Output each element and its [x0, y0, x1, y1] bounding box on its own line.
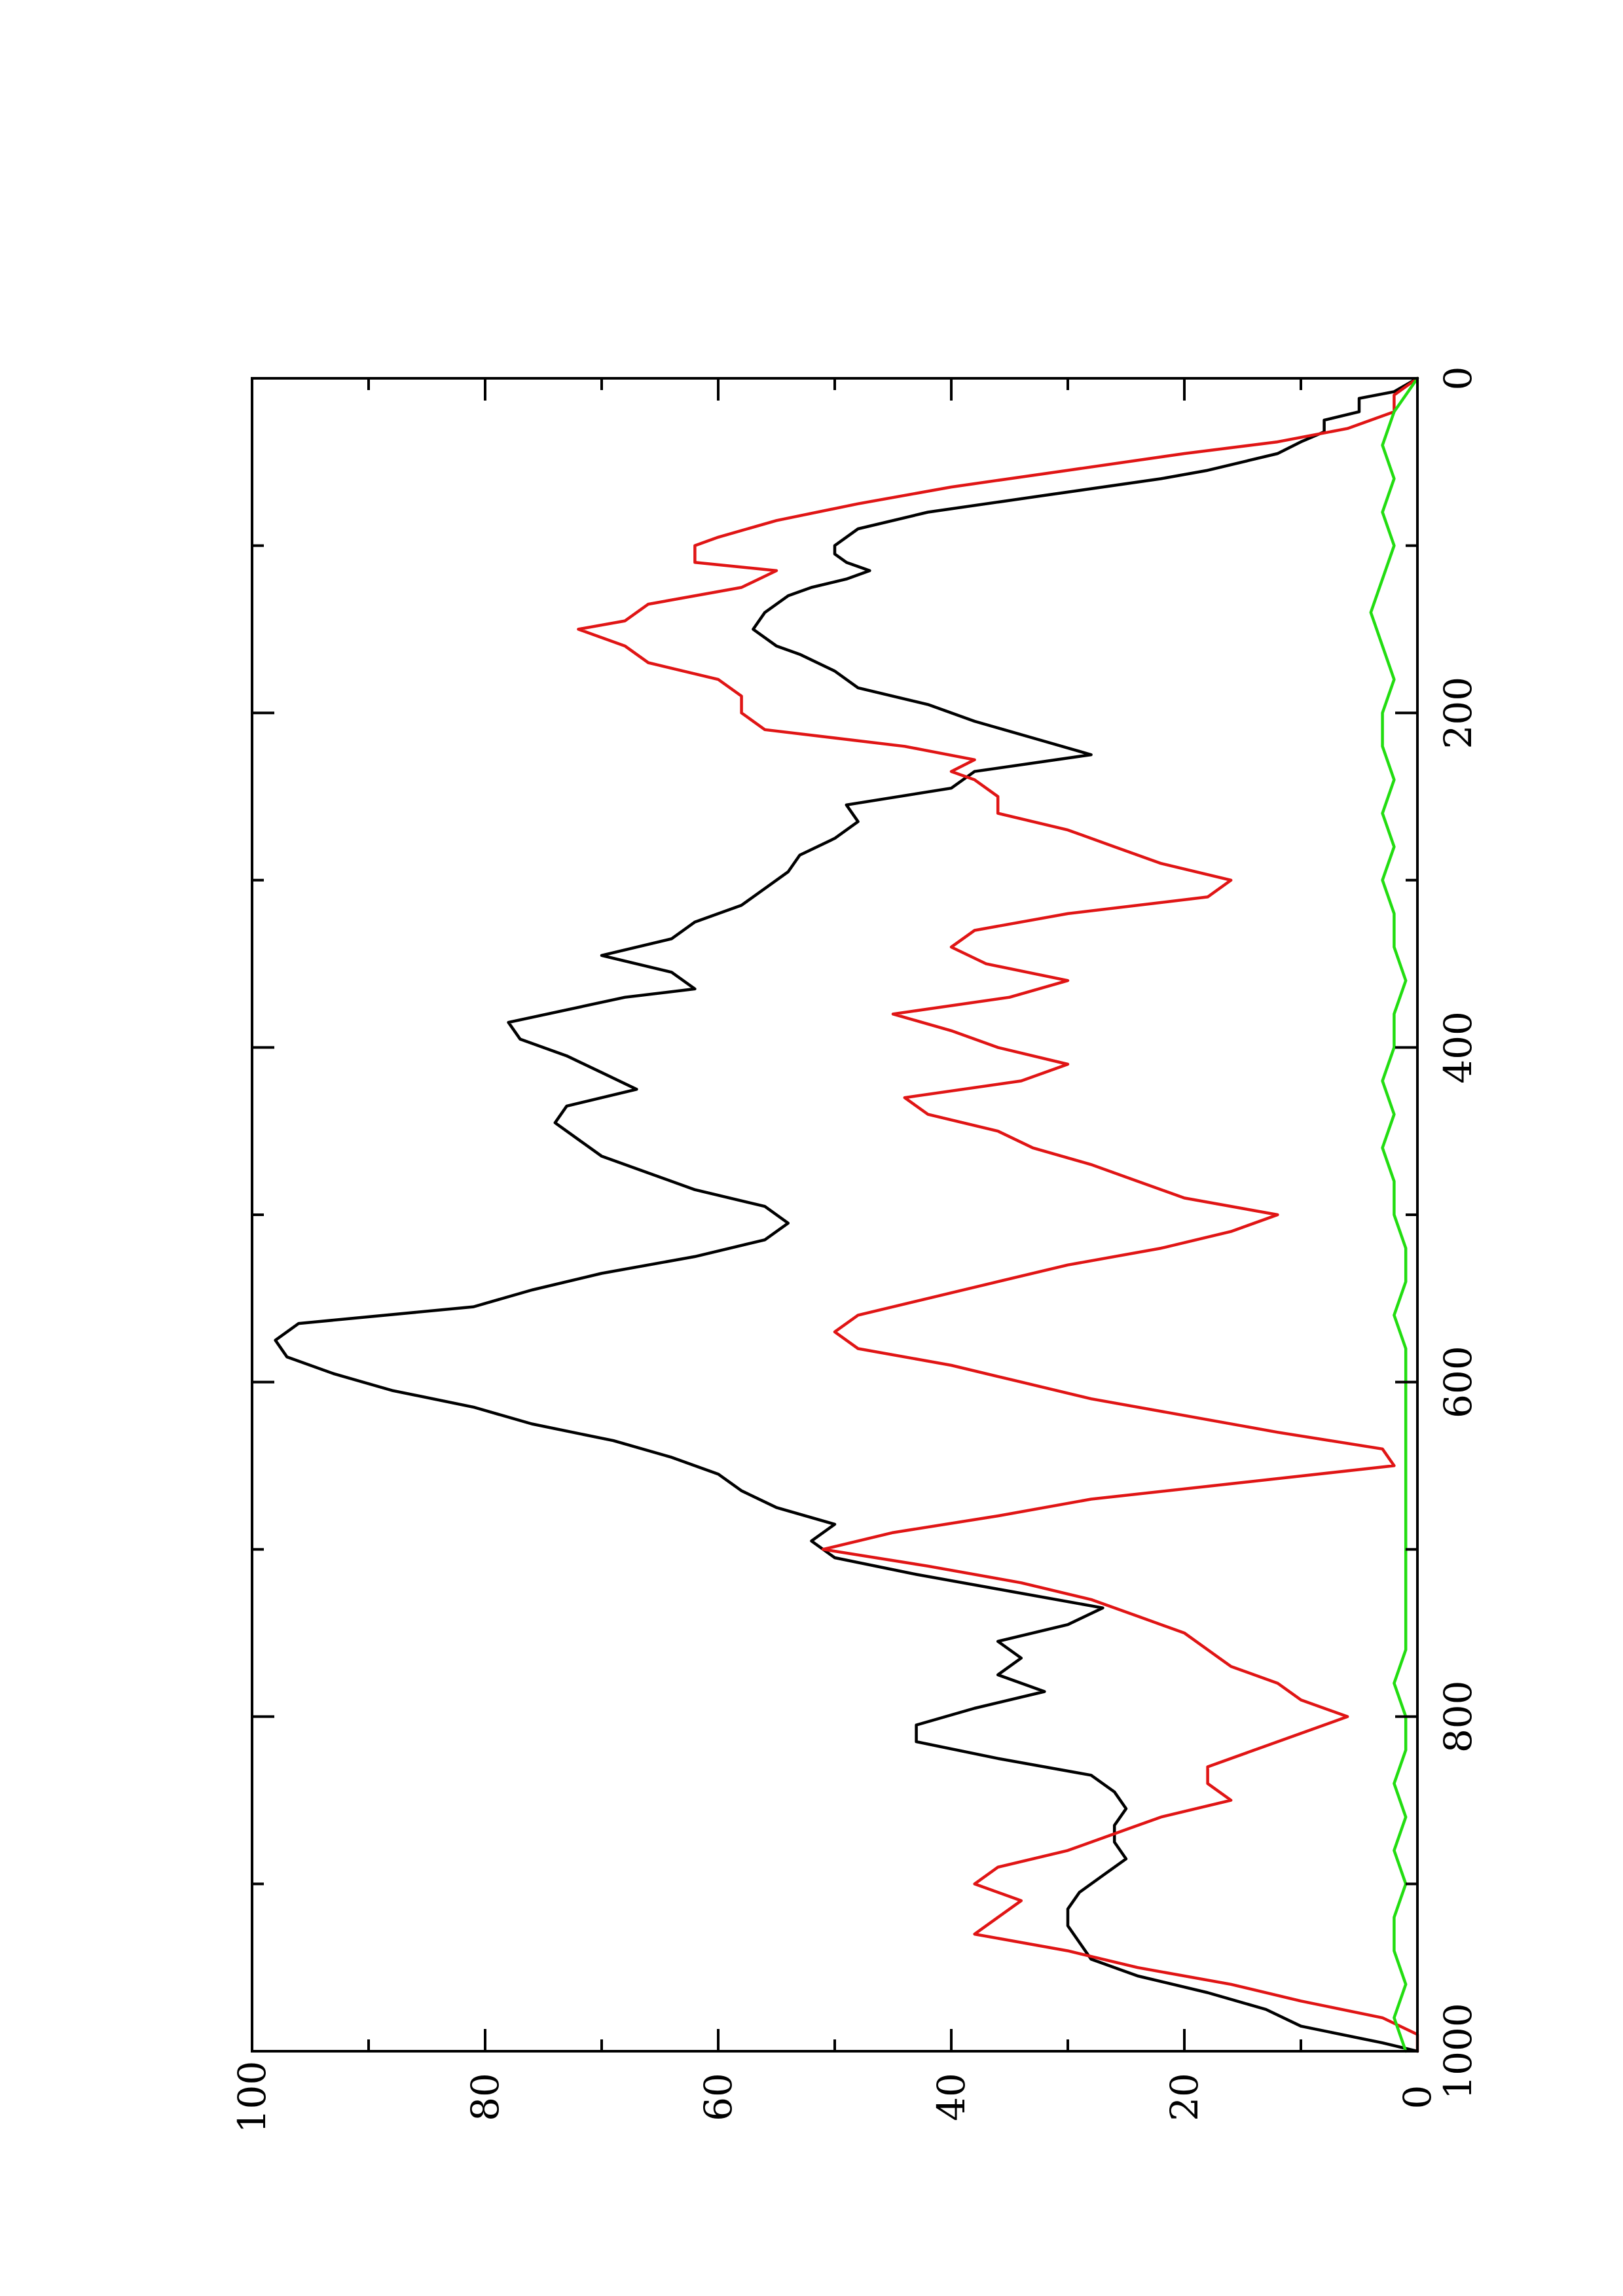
series-line-3 — [1369, 376, 1419, 2053]
series-line-1 — [274, 376, 1419, 2053]
x-tick-label: 200 — [1436, 677, 1480, 749]
series-layer — [274, 376, 1419, 2053]
y-tick-label: 80 — [463, 2073, 507, 2121]
y-tick-label: 20 — [1162, 2073, 1207, 2121]
y-tick-label: 60 — [696, 2073, 740, 2121]
y-tick-label: 100 — [230, 2061, 274, 2134]
y-tick-label: 40 — [929, 2073, 974, 2121]
plot-frame — [251, 377, 1419, 2053]
x-tick-label: 1000 — [1436, 2003, 1480, 2100]
y-tick-label: 0 — [1395, 2085, 1440, 2109]
x-tick-label: 400 — [1436, 1011, 1480, 1084]
series-line-2 — [577, 376, 1419, 2053]
x-tick-label: 0 — [1436, 367, 1480, 391]
x-tick-label: 600 — [1436, 1346, 1480, 1418]
x-tick-label: 800 — [1436, 1680, 1480, 1753]
